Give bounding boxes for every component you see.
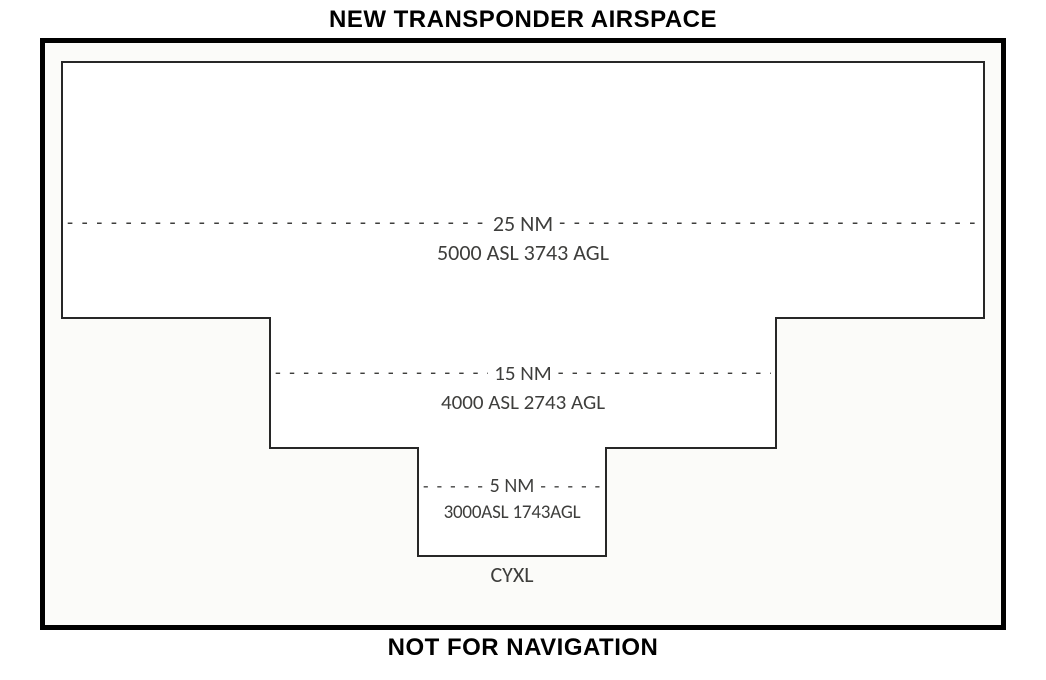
diagram-outer-box: - - - - - - - - - - - - - - - - - - - - …: [40, 38, 1006, 630]
dash-fill-left: - - - - - - - - - - - - - - - - - - - - …: [67, 211, 487, 235]
airspace-tier-15nm: - - - - - - - - - - - - - - - - - - - - …: [269, 319, 777, 449]
airspace-tier-5nm: - - - - - - - - - - - - - - - - - - - - …: [417, 447, 607, 557]
tier2-altitude-label: 4000 ASL 2743 AGL: [271, 389, 775, 415]
tier3-content: - - - - - - - - - - - - - - - - - - - - …: [421, 475, 603, 524]
title-bottom: NOT FOR NAVIGATION: [0, 634, 1046, 662]
dash-fill-right: - - - - - - - - - - - - - - - - - - - - …: [558, 362, 771, 385]
airspace-tier-25nm: - - - - - - - - - - - - - - - - - - - - …: [61, 61, 985, 319]
tier1-content: - - - - - - - - - - - - - - - - - - - - …: [63, 211, 983, 266]
station-identifier: CYXL: [417, 561, 607, 588]
dash-fill-left: - - - - - - - - - - - - - - - - - - - - …: [275, 362, 488, 385]
dash-fill-right: - - - - - - - - - - - - - - - - - - - - …: [559, 211, 979, 235]
tier1-range-row: - - - - - - - - - - - - - - - - - - - - …: [63, 211, 983, 235]
tier3-range-label: 5 NM: [484, 475, 541, 497]
tier1-range-label: 25 NM: [487, 211, 559, 235]
tier2-content: - - - - - - - - - - - - - - - - - - - - …: [271, 361, 775, 415]
tier2-range-label: 15 NM: [488, 361, 558, 385]
dash-fill-left: - - - - - - - - - - - - - - - - - - - - …: [423, 475, 484, 497]
tier1-altitude-label: 5000 ASL 3743 AGL: [63, 239, 983, 266]
tier2-range-row: - - - - - - - - - - - - - - - - - - - - …: [271, 361, 775, 385]
tier3-range-row: - - - - - - - - - - - - - - - - - - - - …: [421, 475, 603, 497]
title-top: NEW TRANSPONDER AIRSPACE: [0, 6, 1046, 34]
page-root: NEW TRANSPONDER AIRSPACE - - - - - - - -…: [0, 0, 1046, 680]
tier3-altitude-label: 3000ASL 1743AGL: [421, 501, 603, 524]
dash-fill-right: - - - - - - - - - - - - - - - - - - - - …: [540, 475, 601, 497]
